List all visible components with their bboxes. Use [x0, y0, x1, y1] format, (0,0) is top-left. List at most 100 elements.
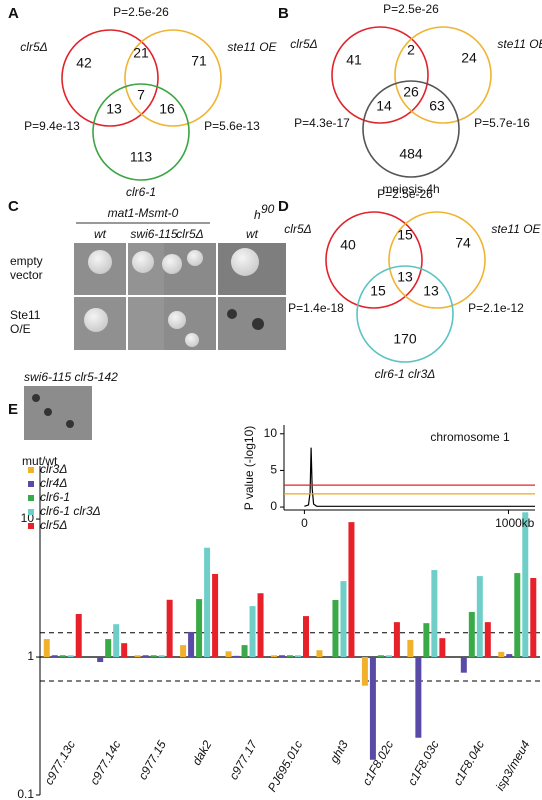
bar — [150, 655, 157, 658]
colony — [162, 254, 182, 274]
row-label: empty — [10, 254, 43, 268]
region-count: 7 — [137, 87, 145, 103]
bar — [180, 645, 187, 658]
bar — [43, 639, 50, 658]
plate-header: mat1-Msmt-0 — [108, 206, 179, 220]
bar — [97, 657, 104, 663]
double-mutant-label: swi6-115 clr5-142 — [24, 370, 118, 384]
colony — [88, 250, 112, 274]
x-tick-label: 1000 — [495, 516, 522, 530]
plate-photo — [218, 297, 286, 350]
bar — [460, 657, 467, 673]
x-tick-label: ght3 — [327, 738, 351, 766]
y-tick-label: 0 — [270, 499, 277, 513]
bar — [225, 651, 232, 658]
region-count: 21 — [133, 45, 149, 61]
x-tick-label: dak2 — [189, 738, 214, 768]
bar — [484, 622, 491, 658]
bar — [51, 655, 58, 658]
set-label: clr5Δ — [290, 37, 317, 51]
region-count: 484 — [399, 146, 423, 162]
colony — [187, 250, 203, 266]
x-tick-label: c1F8.04c — [450, 738, 487, 788]
y-axis-label: mut/wt — [22, 454, 58, 468]
bar — [431, 570, 438, 658]
region-count: 24 — [461, 50, 477, 66]
region-count: 41 — [346, 52, 362, 68]
colony — [44, 408, 52, 416]
p-value: P=2.5e-26 — [377, 187, 433, 201]
colony — [168, 311, 186, 329]
bar — [468, 612, 475, 658]
bar — [233, 655, 240, 658]
region-count: 26 — [403, 84, 419, 100]
row-label: Ste11 — [10, 308, 41, 322]
panel-label: A — [8, 5, 19, 22]
p-value: P=1.4e-18 — [288, 301, 344, 315]
region-count: 74 — [455, 235, 471, 251]
y-tick-label: 0.1 — [17, 787, 34, 800]
colony — [227, 309, 237, 319]
colony — [32, 394, 40, 402]
annotation: chromosome 1 — [430, 430, 510, 444]
region-count: 42 — [76, 55, 92, 71]
legend-label: clr6-1 clr3Δ — [40, 504, 101, 518]
x-tick-label: 0 — [301, 516, 308, 530]
bar — [279, 655, 285, 658]
column-label: swi6-115 — [130, 227, 177, 241]
venn-circle — [124, 29, 222, 127]
colony — [185, 333, 199, 347]
panel-label: C — [8, 198, 19, 215]
y-tick-label: 10 — [264, 426, 278, 440]
legend-label: clr3Δ — [40, 462, 67, 476]
bar — [113, 624, 120, 658]
region-count: 15 — [370, 283, 386, 299]
region-count: 16 — [159, 101, 175, 117]
legend-swatch — [28, 481, 34, 487]
row-label: O/E — [10, 322, 31, 336]
colony — [66, 420, 74, 428]
set-label: ste11 OE — [227, 40, 277, 54]
bar — [415, 657, 422, 738]
y-tick-label: 1 — [27, 649, 34, 663]
bar — [271, 655, 277, 658]
strain-label: h — [254, 208, 261, 222]
legend-label: clr4Δ — [40, 476, 67, 490]
legend-label: clr6-1 — [40, 490, 70, 504]
bar — [439, 638, 446, 658]
bar — [361, 657, 368, 686]
panel-label: E — [8, 401, 18, 418]
column-label: wt — [94, 227, 107, 241]
colony — [231, 248, 259, 276]
bar — [166, 599, 173, 658]
line — [304, 447, 535, 507]
x-tick-label: c977.17 — [226, 737, 260, 782]
colony — [84, 308, 108, 332]
venn-circle — [92, 83, 190, 181]
legend-swatch — [28, 523, 34, 529]
region-count: 2 — [407, 42, 415, 58]
p-value: P=5.7e-16 — [474, 116, 530, 130]
row-label: vector — [10, 268, 43, 282]
x-tick-label: c977.15 — [136, 738, 170, 782]
set-label: clr6-1 clr3Δ — [375, 367, 436, 381]
bar — [530, 577, 537, 658]
strain-superscript: 90 — [261, 202, 275, 216]
panel-label: D — [278, 198, 289, 215]
bar — [241, 645, 248, 658]
bar — [476, 576, 483, 658]
bar — [407, 639, 414, 658]
bar — [158, 655, 165, 658]
bar — [196, 599, 203, 658]
set-label: clr5Δ — [20, 40, 47, 54]
venn-circle — [362, 80, 460, 178]
venn-circle — [331, 26, 429, 124]
set-label: ste11 OE — [497, 37, 542, 51]
bar — [522, 512, 529, 658]
bar — [332, 600, 339, 658]
legend-swatch — [28, 495, 34, 501]
x-tick-label: c1F8.03c — [405, 738, 442, 788]
bar — [134, 655, 141, 658]
p-value: P=9.4e-13 — [24, 119, 80, 133]
